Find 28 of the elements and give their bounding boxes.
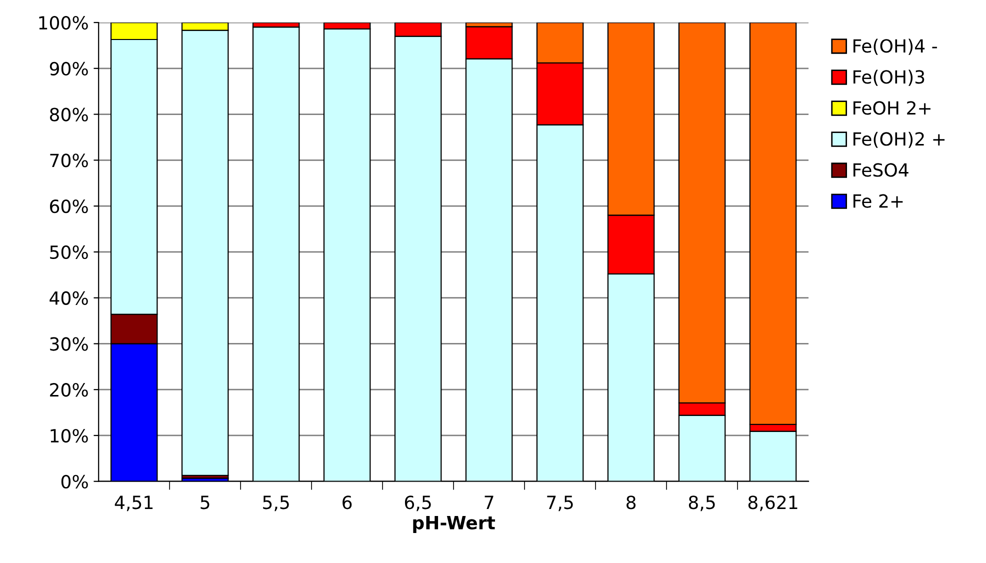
- y-tick-label: 100%: [39, 16, 88, 30]
- x-tick-label: 6,5: [404, 496, 431, 512]
- legend-label: Fe(OH)2 +: [854, 132, 945, 148]
- x-tick-label: 6: [342, 496, 352, 510]
- legend-label: Fe(OH)4 -: [854, 38, 937, 55]
- x-tick-label: 7: [484, 496, 494, 509]
- legend-label: Fe 2+: [854, 194, 903, 208]
- x-tick-label: 5: [200, 496, 210, 510]
- y-tick-label: 20%: [50, 383, 88, 397]
- x-tick-label: 8: [626, 496, 636, 510]
- x-tick-label: 5,5: [263, 496, 289, 512]
- y-tick-label: 10%: [50, 428, 88, 443]
- y-tick-label: 50%: [50, 245, 88, 260]
- y-tick-label: 80%: [50, 108, 88, 122]
- x-tick-label: 8,5: [688, 496, 715, 512]
- y-tick-label: 60%: [50, 200, 88, 214]
- y-tick-label: 90%: [50, 62, 88, 76]
- x-tick-label: 7,5: [547, 496, 573, 512]
- y-tick-label: 70%: [50, 154, 88, 168]
- x-axis-title: pH-Wert: [413, 516, 496, 533]
- legend-label: Fe(OH)3: [854, 70, 924, 86]
- x-tick-label: 4,51: [114, 496, 153, 512]
- legend-label: FeSO4: [854, 163, 908, 177]
- y-tick-label: 30%: [50, 337, 88, 351]
- x-tick-label: 8,621: [748, 496, 798, 512]
- legend-label: FeOH 2+: [854, 101, 930, 115]
- y-tick-label: 0%: [61, 474, 88, 488]
- y-tick-label: 40%: [50, 291, 88, 305]
